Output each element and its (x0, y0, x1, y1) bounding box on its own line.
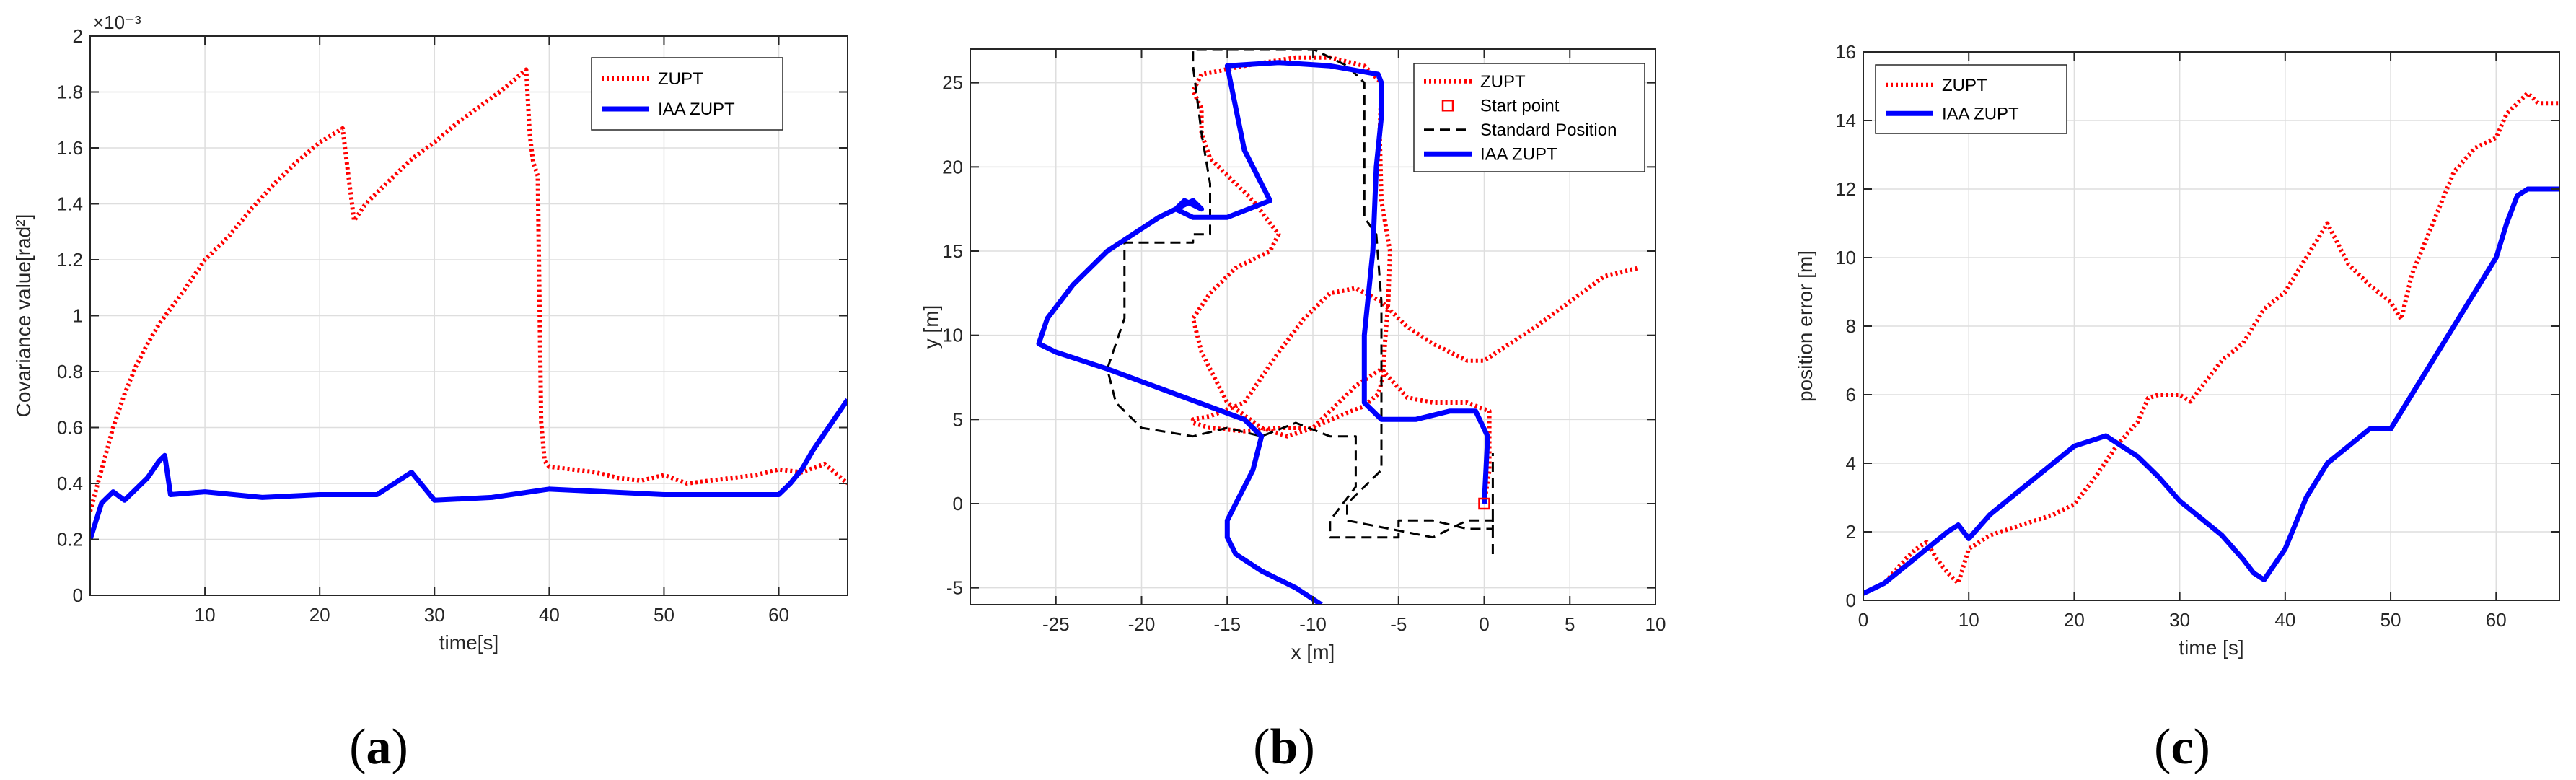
x-tick-label: 20 (309, 604, 330, 626)
x-tick-label: 0 (1858, 609, 1868, 631)
y-tick-label: 15 (942, 240, 963, 262)
x-tick-label: -20 (1128, 613, 1156, 635)
y-tick-label: 5 (953, 408, 963, 430)
panel-label-close: ) (1298, 719, 1314, 775)
legend-label: ZUPT (658, 69, 703, 89)
x-tick-label: 10 (1959, 609, 1979, 631)
y-axis-label: Covariance value[rad²] (12, 214, 35, 418)
legend-label: Start point (1480, 96, 1560, 115)
legend: ZUPT IAA ZUPT (1875, 64, 2067, 134)
y-tick-label: 20 (942, 156, 963, 178)
x-tick-label: 30 (424, 604, 445, 626)
panel-label: (c) (2154, 719, 2210, 775)
y-tick-label: 0 (953, 493, 963, 514)
y-tick-label: 0.8 (57, 361, 83, 382)
x-tick-label: 20 (2064, 609, 2085, 631)
series-line-iaa-zupt (1036, 60, 1490, 605)
x-tick-label: 40 (2274, 609, 2295, 631)
y-tick-label: 1 (73, 305, 83, 327)
series-line-zupt (1190, 55, 1640, 504)
x-tick-label: 50 (2381, 609, 2401, 631)
x-tick-label: -5 (1390, 613, 1407, 635)
y-axis-label: y [m] (920, 305, 942, 349)
y-tick-label: 0 (1846, 590, 1856, 611)
y-tick-label: 6 (1846, 384, 1856, 406)
y-tick-label: 1.8 (57, 82, 83, 103)
chart-panel-c: 0 10 20 30 40 50 60 0 2 4 6 8 10 12 14 16 time [s] positi… (1794, 41, 2560, 775)
y-multiplier-label: ×10⁻³ (93, 12, 141, 33)
x-tick-label: -25 (1042, 613, 1070, 635)
y-tick-label: 1.2 (57, 249, 83, 271)
panel-label: (b) (1253, 719, 1315, 775)
x-tick-label: 60 (768, 604, 789, 626)
x-tick-label: 0 (1479, 613, 1489, 635)
y-tick-label: 1.6 (57, 137, 83, 159)
legend-label: ZUPT (1942, 76, 1987, 95)
panel-label-open: ( (2154, 719, 2171, 775)
panel-label-open: ( (1253, 719, 1270, 775)
panel-label-letter: a (366, 719, 392, 775)
y-tick-label: 10 (1835, 247, 1856, 268)
x-tick-label: 10 (1645, 613, 1666, 635)
series-group (1036, 49, 1640, 605)
legend: ZUPT IAA ZUPT (591, 57, 783, 131)
legend-label: ZUPT (1480, 72, 1526, 92)
y-tick-label: 2 (73, 25, 83, 47)
x-tick-label: -15 (1213, 613, 1241, 635)
y-tick-label: 16 (1835, 41, 1856, 63)
start-point-marker (1478, 497, 1490, 510)
x-tick-label: 10 (195, 604, 216, 626)
legend-box (1875, 64, 2067, 134)
chart-panel-a: 10 20 30 40 50 60 0 0.2 0.4 0.6 0.8 1 1.2 1.4 1.6 1.8 2 ×… (12, 12, 848, 775)
legend-box (591, 57, 783, 131)
x-tick-label: 40 (539, 604, 560, 626)
x-tick-label: 60 (2486, 609, 2507, 631)
y-tick-label: 4 (1846, 452, 1856, 474)
y-tick-label: 25 (942, 72, 963, 94)
panel-label-letter: b (1270, 719, 1298, 775)
series-line-iaa-zupt (1863, 186, 2559, 596)
x-tick-label: 5 (1565, 613, 1575, 635)
y-tick-label: 0.2 (57, 529, 83, 551)
legend-label: IAA ZUPT (1480, 144, 1557, 164)
y-tick-label: 10 (942, 325, 963, 346)
chart-panel-b: -25 -20 -15 -10 -5 0 5 10 -5 0 5 10 15 20 25 x [m] y [m]… (920, 48, 1666, 775)
legend-marker-start-point (1441, 100, 1454, 112)
x-axis-label: time[s] (439, 631, 498, 654)
y-tick-label: 1.4 (57, 193, 83, 215)
x-tick-label: 30 (2169, 609, 2190, 631)
panel-label-close: ) (392, 719, 408, 775)
x-axis-label: time [s] (2179, 636, 2243, 659)
y-axis-label: position error [m] (1794, 250, 1816, 402)
legend-label: Standard Position (1480, 120, 1617, 140)
y-tick-label: 8 (1846, 315, 1856, 337)
panel-label-open: ( (349, 719, 366, 775)
legend-label: IAA ZUPT (658, 100, 735, 119)
series-group (1863, 91, 2559, 596)
series-line-standard-position (1106, 49, 1494, 554)
y-tick-label: -5 (946, 577, 963, 599)
series-line-iaa-zupt (90, 398, 848, 540)
y-tick-label: 12 (1835, 178, 1856, 200)
legend-label: IAA ZUPT (1942, 104, 2019, 123)
series-group (90, 67, 848, 540)
y-tick-label: 0.4 (57, 473, 83, 494)
x-tick-label: 50 (654, 604, 674, 626)
y-tick-label: 2 (1846, 521, 1856, 543)
panel-label-close: ) (2194, 719, 2210, 775)
x-tick-label: -10 (1299, 613, 1327, 635)
y-tick-label: 0 (73, 584, 83, 606)
y-tick-label: 14 (1835, 110, 1856, 131)
x-axis-label: x [m] (1291, 641, 1335, 663)
y-tick-label: 0.6 (57, 417, 83, 439)
panel-label-letter: c (2171, 719, 2193, 775)
legend: ZUPT Start point Standard Position IAA ZUPT (1413, 63, 1645, 172)
panel-label: (a) (349, 719, 408, 775)
